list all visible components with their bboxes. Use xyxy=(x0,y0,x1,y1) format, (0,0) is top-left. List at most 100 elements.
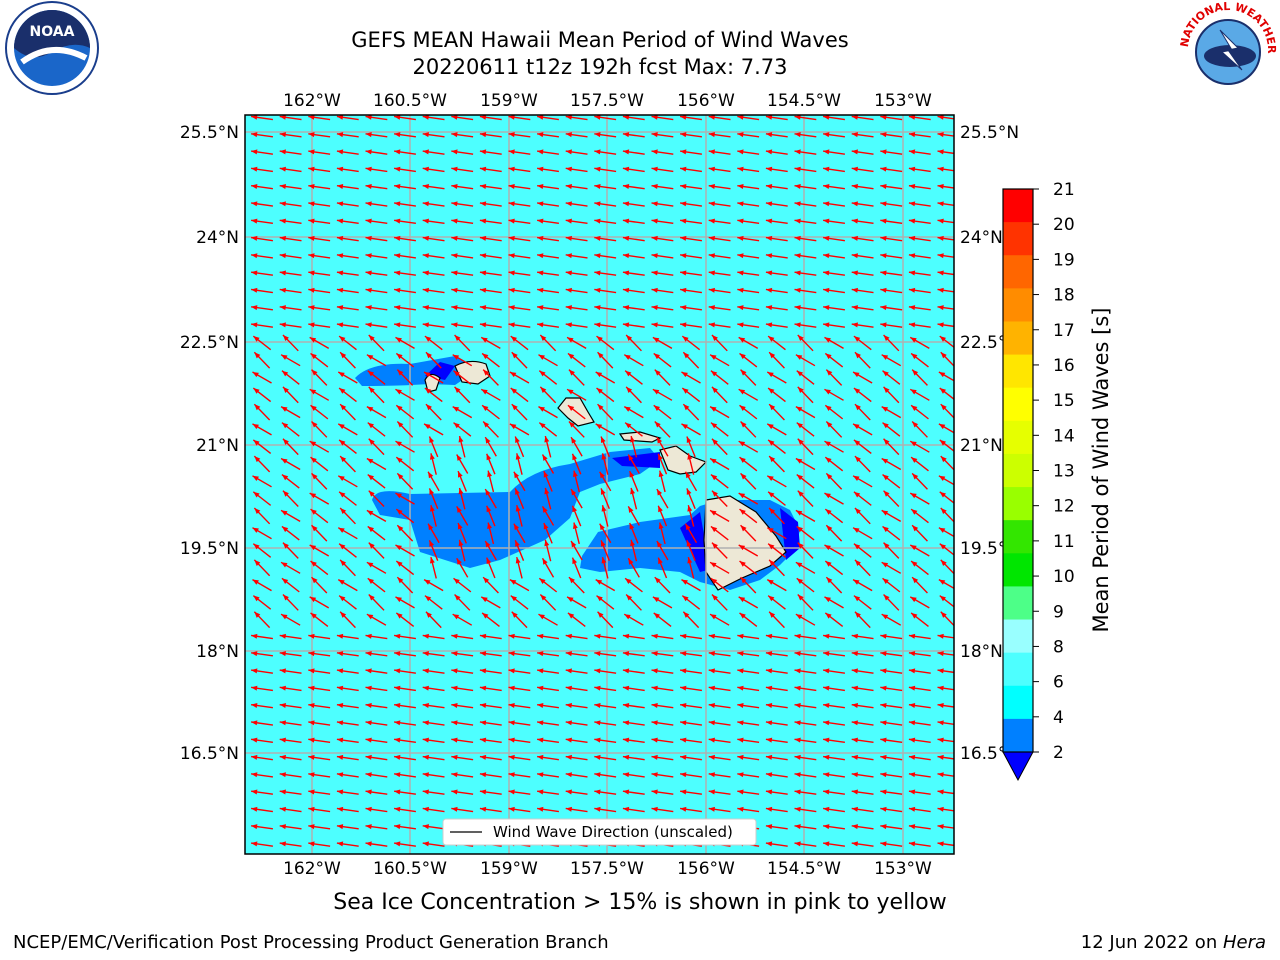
wind-arrow-icon xyxy=(597,611,614,629)
wind-arrow-icon xyxy=(567,612,586,628)
colorbar-swatch xyxy=(1003,553,1033,587)
wind-arrow-icon xyxy=(680,668,702,674)
wind-arrow-icon xyxy=(395,544,415,557)
wind-arrow-icon xyxy=(311,472,328,490)
wind-arrow-icon xyxy=(622,149,645,155)
wind-arrow-icon xyxy=(565,720,588,726)
wind-arrow-icon xyxy=(880,270,903,276)
wind-arrow-icon xyxy=(765,253,788,259)
wind-arrow-icon xyxy=(880,668,903,674)
colorbar-swatch xyxy=(1003,255,1033,289)
wind-wave-arrows xyxy=(251,115,954,847)
wind-arrow-icon xyxy=(851,720,874,726)
wind-arrow-icon xyxy=(282,594,299,611)
wind-arrow-icon xyxy=(457,470,467,492)
wind-arrow-icon xyxy=(537,668,559,674)
wind-arrow-icon xyxy=(651,737,674,744)
wind-arrow-icon xyxy=(251,235,273,242)
wind-arrow-icon xyxy=(251,253,273,259)
wind-arrow-icon xyxy=(797,490,814,507)
wind-arrow-icon xyxy=(794,668,817,674)
latitude-labels: 25.5°N 25.5°N24°N 24°N22.5°N 22.5°N21°N 21°N… xyxy=(180,123,1019,764)
wind-arrow-icon xyxy=(737,218,760,225)
wind-arrow-icon xyxy=(768,351,785,369)
wind-arrow-icon xyxy=(395,492,415,505)
wind-arrow-icon xyxy=(339,455,356,473)
wind-arrow-icon xyxy=(565,772,588,778)
wind-arrow-icon xyxy=(797,542,814,559)
wind-arrow-icon xyxy=(484,540,497,561)
wind-arrow-icon xyxy=(622,166,645,173)
wind-arrow-icon xyxy=(396,369,414,386)
wind-arrow-icon xyxy=(308,201,331,207)
wind-arrow-icon xyxy=(309,388,330,401)
wind-arrow-icon xyxy=(511,351,528,369)
wind-arrow-icon xyxy=(854,611,871,629)
wind-arrow-icon xyxy=(282,438,299,456)
wind-arrow-icon xyxy=(365,703,388,709)
wind-arrow-icon xyxy=(823,184,845,190)
wind-arrow-icon xyxy=(765,668,788,674)
wind-arrow-icon xyxy=(365,287,388,294)
wind-arrow-icon xyxy=(252,387,272,403)
wind-arrow-icon xyxy=(479,668,502,674)
wind-arrow-icon xyxy=(601,505,609,527)
wind-arrow-icon xyxy=(680,201,702,207)
wind-arrow-icon xyxy=(538,577,558,593)
wind-arrow-icon xyxy=(251,668,273,674)
wind-arrow-icon xyxy=(365,841,388,847)
wind-arrow-icon xyxy=(738,544,759,557)
wind-arrow-icon xyxy=(279,789,302,795)
wind-arrow-icon xyxy=(336,754,359,761)
wind-arrow-icon xyxy=(486,505,496,527)
longitude-label: 154.5°W xyxy=(767,859,841,879)
wind-arrow-icon xyxy=(823,841,845,847)
wind-arrow-icon xyxy=(708,322,731,328)
wind-arrow-icon xyxy=(625,386,642,404)
wind-arrow-icon xyxy=(279,218,302,225)
wind-arrow-icon xyxy=(425,351,442,369)
wind-arrow-icon xyxy=(939,439,954,452)
longitude-label: 160.5°W xyxy=(373,859,447,879)
wind-arrow-icon xyxy=(394,287,416,294)
wind-arrow-icon xyxy=(566,596,587,609)
longitude-label: 162°W xyxy=(283,91,341,111)
wind-arrow-icon xyxy=(508,685,531,692)
wind-arrow-icon xyxy=(366,405,387,419)
wind-arrow-icon xyxy=(708,720,731,726)
wind-arrow-icon xyxy=(365,253,388,259)
wind-arrow-icon xyxy=(651,806,674,813)
wind-arrow-icon xyxy=(908,184,931,190)
wind-arrow-icon xyxy=(911,421,928,438)
wind-arrow-icon xyxy=(279,322,302,328)
wind-arrow-icon xyxy=(479,132,502,138)
wind-arrow-icon xyxy=(251,806,273,813)
wind-arrow-icon xyxy=(883,594,900,611)
wind-arrow-icon xyxy=(565,115,588,121)
wind-arrow-icon xyxy=(508,115,531,121)
wind-arrow-icon xyxy=(279,651,302,657)
wind-arrow-icon xyxy=(937,789,954,795)
wind-arrow-icon xyxy=(486,453,496,475)
wind-arrow-icon xyxy=(365,685,388,692)
wind-arrow-icon xyxy=(684,523,698,544)
wind-arrow-icon xyxy=(336,720,359,726)
wind-arrow-icon xyxy=(851,668,874,674)
wind-arrow-icon xyxy=(823,772,845,778)
wind-arrow-icon xyxy=(767,335,786,351)
wind-arrow-icon xyxy=(454,334,471,352)
wind-arrow-icon xyxy=(537,806,559,813)
colorbar-tick-label: 10 xyxy=(1053,567,1075,587)
wind-arrow-icon xyxy=(682,403,700,421)
wind-arrow-icon xyxy=(280,613,301,626)
longitude-label: 159°W xyxy=(480,91,538,111)
wind-arrow-icon xyxy=(544,487,552,510)
wind-arrow-icon xyxy=(823,149,845,155)
wind-arrow-icon xyxy=(541,454,555,474)
wind-arrow-icon xyxy=(681,335,701,351)
wind-arrow-icon xyxy=(908,789,931,795)
wind-arrow-icon xyxy=(687,505,695,527)
wind-arrow-icon xyxy=(280,509,301,523)
wind-arrow-icon xyxy=(737,737,760,744)
wind-arrow-icon xyxy=(908,166,931,173)
